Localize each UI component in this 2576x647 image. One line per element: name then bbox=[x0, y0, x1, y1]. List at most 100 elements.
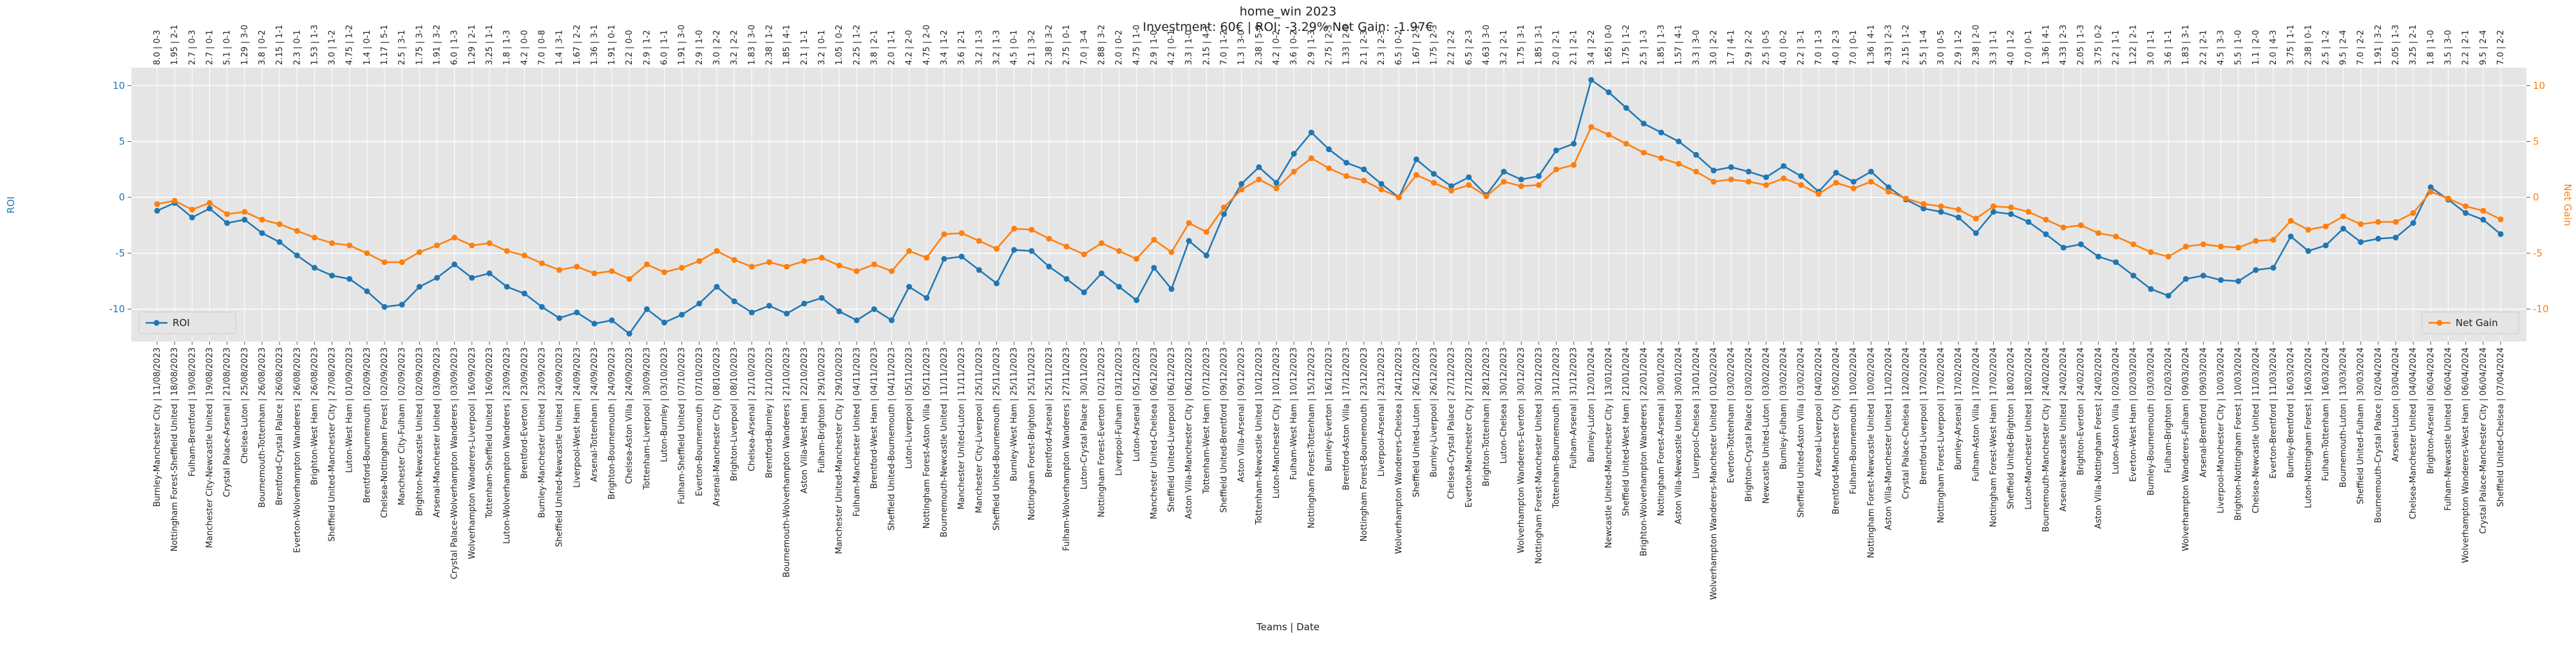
series-marker bbox=[1850, 185, 1857, 191]
series-marker bbox=[714, 247, 720, 254]
series-marker bbox=[679, 311, 685, 318]
x-tick-label: Bournemouth-Wolverhampton Wanderers | 21… bbox=[782, 347, 792, 577]
series-marker bbox=[521, 252, 527, 258]
series-marker bbox=[538, 304, 545, 310]
annotation: 4.2 | 2-0 bbox=[905, 30, 914, 65]
series-marker bbox=[784, 264, 790, 270]
series-marker bbox=[1571, 140, 1577, 147]
x-axis-label: Teams | Date bbox=[1256, 621, 1320, 633]
series-marker bbox=[504, 284, 510, 290]
series-marker bbox=[1291, 151, 1297, 157]
series-marker bbox=[1466, 182, 1472, 188]
series-marker bbox=[2375, 218, 2382, 225]
annotation: 8.0 | 0-3 bbox=[153, 30, 162, 65]
series-marker bbox=[1693, 151, 1700, 158]
annotation: 4.75 | 1-2 bbox=[345, 24, 355, 65]
x-tick-label: Brighton-Crystal Palace | 03/02/2024 bbox=[1744, 347, 1754, 502]
annotation: 4.2 | 0-2 bbox=[1272, 30, 1282, 65]
x-tick-label: Crystal Palace-Wolverhampton Wanderers |… bbox=[450, 347, 460, 579]
x-tick-label: Luton-Chelsea | 30/12/2023 bbox=[1499, 347, 1509, 463]
y2-tick-label: 0 bbox=[2533, 191, 2539, 203]
series-marker bbox=[923, 255, 930, 261]
annotation: 2.3 | 2-3 bbox=[1377, 30, 1387, 65]
series-marker bbox=[679, 265, 685, 271]
annotation: 2.7 | 0-1 bbox=[205, 30, 214, 65]
series-marker bbox=[416, 284, 422, 290]
series-marker bbox=[311, 235, 317, 241]
series-marker bbox=[2427, 184, 2434, 191]
series-marker bbox=[521, 290, 527, 296]
series-marker bbox=[1273, 185, 1280, 191]
series-marker bbox=[1745, 179, 1752, 185]
x-tick-label: Fulham-Tottenham | 16/03/2024 bbox=[2321, 347, 2331, 481]
annotation: 3.2 | 1-3 bbox=[974, 30, 984, 65]
annotation: 1.4 | 0-1 bbox=[363, 30, 372, 65]
series-marker bbox=[2025, 218, 2032, 225]
series-marker bbox=[801, 258, 808, 264]
x-tick-label: Aston Villa-West Ham | 22/10/2023 bbox=[800, 347, 810, 494]
annotation: 2.75 | 2-3 bbox=[1325, 24, 1334, 65]
series-marker bbox=[766, 302, 772, 309]
x-tick-label: Manchester United-Luton | 11/11/2023 bbox=[957, 347, 967, 510]
series-marker bbox=[189, 214, 195, 220]
x-tick-label: Newcastle United-Luton | 03/02/2024 bbox=[1761, 347, 1771, 504]
series-marker bbox=[556, 267, 563, 273]
series-marker bbox=[2043, 217, 2049, 223]
annotation: 2.2 | 2-1 bbox=[2199, 30, 2208, 65]
series-marker bbox=[1413, 156, 1419, 162]
series-marker bbox=[2427, 189, 2434, 195]
annotation: 2.38 | 0-1 bbox=[2304, 24, 2313, 65]
series-marker bbox=[2008, 204, 2014, 211]
x-tick-label: Fulham-Newcastle United | 06/04/2024 bbox=[2444, 347, 2454, 511]
x-tick-label: Aston Villa-Manchester United | 11/02/20… bbox=[1884, 347, 1894, 530]
series-marker bbox=[2148, 249, 2154, 255]
annotation: 1.36 | 4-1 bbox=[2041, 24, 2051, 65]
annotation: 7.0 | 2-2 bbox=[2496, 30, 2506, 65]
annotation: 1.83 | 3-1 bbox=[2181, 24, 2191, 65]
series-marker bbox=[766, 259, 772, 266]
x-tick-label: Aston Villa-Newcastle United | 30/01/202… bbox=[1674, 347, 1684, 525]
series-marker bbox=[1658, 130, 1664, 136]
series-marker bbox=[1920, 201, 1927, 208]
series-marker bbox=[189, 206, 195, 213]
series-marker bbox=[1081, 289, 1087, 296]
x-tick-label: Everton-Brentford | 11/03/2024 bbox=[2269, 347, 2278, 479]
series-marker bbox=[1973, 215, 1979, 222]
series-marker bbox=[2217, 277, 2224, 284]
annotation: 2.2 | 1-1 bbox=[2112, 30, 2121, 65]
x-tick-label: Brighton-Wolverhampton Wanderers | 22/01… bbox=[1639, 347, 1649, 556]
x-tick-label: Wolverhampton Wanderers-Manchester Unite… bbox=[1709, 347, 1719, 600]
annotation: 2.5 | 1-2 bbox=[2321, 30, 2331, 65]
series-marker bbox=[661, 320, 668, 326]
series-marker bbox=[2025, 209, 2032, 215]
x-tick-label: Fulham-Brentford | 19/08/2023 bbox=[187, 347, 197, 477]
x-tick-label: Sheffield United-Newcastle United | 24/0… bbox=[555, 347, 565, 547]
annotation: 3.8 | 0-2 bbox=[258, 30, 267, 65]
series-marker bbox=[1028, 247, 1035, 254]
legend-label: Net Gain bbox=[2456, 317, 2498, 329]
annotation: 2.3 | 0-1 bbox=[292, 30, 302, 65]
annotation: 7.0 | 1-2 bbox=[1220, 30, 1229, 65]
series-marker bbox=[1466, 174, 1472, 180]
series-marker bbox=[469, 242, 475, 249]
annotation: 2.5 | 1-3 bbox=[1639, 30, 1649, 65]
series-marker bbox=[2200, 273, 2206, 279]
x-tick-label: Sheffield United-West Ham | 21/01/2024 bbox=[1622, 347, 1631, 516]
annotation: 2.9 | 1-3 bbox=[1307, 30, 1316, 65]
x-tick-label: Crystal Palace-Arsenal | 21/08/2023 bbox=[223, 347, 232, 497]
x-tick-label: Fulham-Arsenal | 31/12/2023 bbox=[1569, 347, 1579, 468]
x-tick-label: Nottingham Forest-Bournemouth | 23/12/20… bbox=[1359, 347, 1369, 541]
series-marker bbox=[2287, 218, 2294, 224]
series-marker bbox=[224, 211, 231, 217]
series-marker bbox=[276, 221, 283, 227]
series-marker bbox=[1046, 235, 1052, 242]
series-marker bbox=[504, 247, 510, 254]
y2-axis-label: Net Gain bbox=[2562, 184, 2573, 226]
series-marker bbox=[294, 252, 300, 258]
series-marker bbox=[2392, 218, 2399, 225]
x-tick-label: Nottingham Forest-Everton | 02/12/2023 bbox=[1097, 347, 1106, 517]
series-marker bbox=[1273, 180, 1280, 186]
x-tick-label: Wolverhampton Wanderers-Chelsea | 24/12/… bbox=[1394, 347, 1404, 554]
annotation: 1.91 | 0-1 bbox=[607, 24, 617, 65]
series-marker bbox=[1326, 165, 1332, 171]
